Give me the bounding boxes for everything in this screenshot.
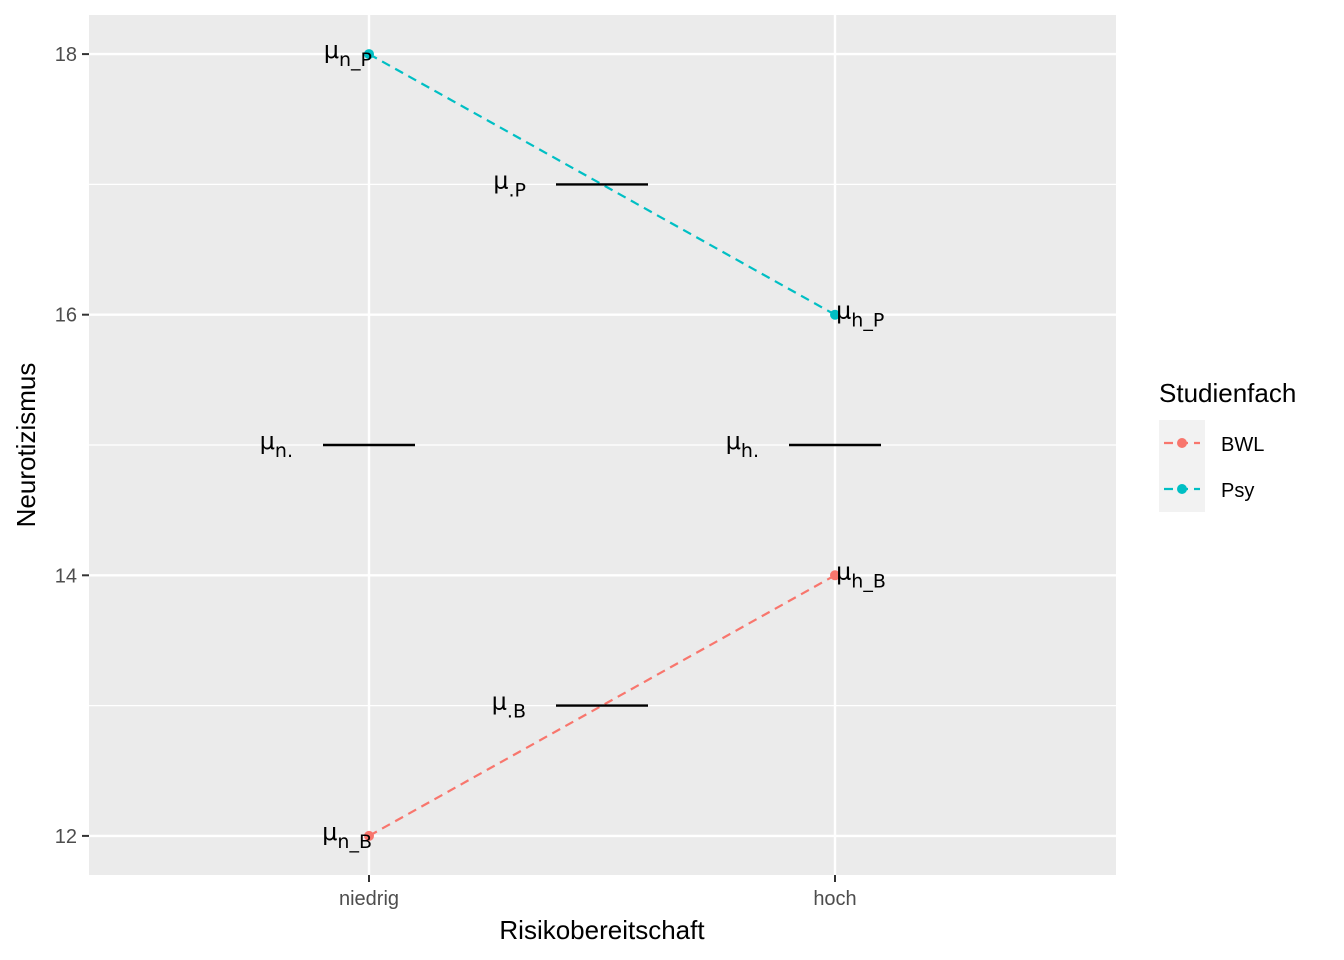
y-tick-label: 14 [55, 565, 77, 587]
x-axis-title: Risikobereitschaft [499, 915, 705, 945]
point-label: μh_B [836, 557, 886, 592]
mean-label: μn. [260, 427, 293, 462]
y-tick-label: 12 [55, 826, 77, 848]
point-label: μh_P [836, 297, 884, 332]
series-points [364, 49, 840, 841]
major-grid [89, 15, 1116, 875]
legend-label: Psy [1221, 480, 1254, 502]
x-tick-label: hoch [813, 888, 856, 910]
mean-label: μ.P [493, 166, 526, 201]
y-tick-label: 18 [55, 44, 77, 66]
legend-title: Studienfach [1159, 378, 1296, 408]
legend-label: BWL [1221, 434, 1264, 456]
x-axis: niedrig hoch [339, 875, 857, 910]
mean-label: μh. [726, 427, 759, 462]
series-point [364, 830, 374, 841]
y-tick-label: 16 [55, 305, 77, 327]
legend-key-point [1177, 438, 1187, 448]
legend-key-point [1177, 484, 1187, 494]
y-axis-title: Neurotizismus [11, 363, 41, 528]
series-point [830, 570, 840, 581]
point-label: μn_B [322, 818, 372, 853]
x-tick-label: niedrig [339, 888, 399, 910]
marginal-mean-bars [323, 183, 881, 707]
series-point [364, 49, 374, 60]
mean-labels: μn. μh. μ.P μ.B μn_B μh_B μn_P μh_P [260, 36, 886, 853]
mean-label: μ.B [492, 688, 526, 723]
series-point [830, 309, 840, 320]
legend: Studienfach BWL Psy [1159, 378, 1296, 512]
point-label: μn_P [324, 36, 372, 71]
y-axis: 12 14 16 18 [55, 44, 89, 848]
